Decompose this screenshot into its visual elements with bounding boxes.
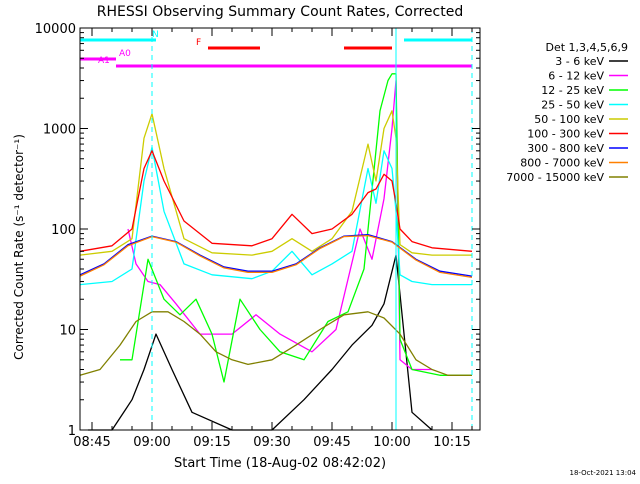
- series-line-5: [79, 110, 472, 256]
- series-line-9: [79, 311, 472, 376]
- x-tick-label: 09:15: [193, 435, 230, 450]
- y-tick-label: 1: [68, 424, 76, 439]
- series-line-4: [79, 146, 472, 286]
- flag-label-a0: A0: [119, 49, 131, 59]
- y-tick-label: 10000: [35, 22, 76, 37]
- legend-label-2: 6 - 12 keV: [548, 70, 604, 83]
- x-tick-label: 08:45: [73, 435, 110, 450]
- legend-label-4: 25 - 50 keV: [541, 99, 604, 112]
- legend-label-8: 800 - 7000 keV: [520, 157, 604, 170]
- legend-title: Det 1,3,4,5,6,9: [545, 41, 628, 54]
- legend-label-6: 100 - 300 keV: [527, 128, 604, 141]
- axes-layer: 1 10 100 1000 10000 08:45 09:00 09:15 09:30 09:45…: [35, 22, 481, 450]
- legend-label-7: 300 - 800 keV: [527, 142, 604, 155]
- series-line-8: [79, 234, 473, 279]
- flag-layer: N A0 A1 F: [80, 30, 472, 68]
- flag-label-n: N: [152, 30, 159, 40]
- y-tick-label: 10: [59, 324, 76, 339]
- x-tick-label: 09:45: [313, 435, 350, 450]
- series-line-6: [79, 150, 473, 252]
- y-tick-label: 100: [51, 223, 76, 238]
- x-tick-label: 09:30: [253, 435, 290, 450]
- y-tick-label: 1000: [43, 123, 76, 138]
- x-tick-label: 10:00: [373, 435, 410, 450]
- flag-label-f: F: [196, 38, 201, 48]
- footer-timestamp: 18-Oct-2021 13:04: [570, 469, 637, 477]
- legend-label-5: 50 - 100 keV: [534, 113, 604, 126]
- series-layer: [79, 73, 473, 431]
- y-axis-label: Corrected Count Rate (s⁻¹ detector⁻¹): [12, 134, 26, 360]
- x-tick-label: 10:15: [433, 435, 470, 450]
- x-axis-label: Start Time (18-Aug-02 08:42:02): [174, 456, 386, 471]
- legend-label-9: 7000 - 15000 keV: [506, 171, 604, 184]
- legend-label-1: 3 - 6 keV: [555, 55, 604, 68]
- flag-label-a1: A1: [98, 56, 110, 66]
- chart-title: RHESSI Observing Summary Count Rates, Co…: [97, 4, 463, 20]
- x-tick-label: 09:00: [133, 435, 170, 450]
- legend-label-3: 12 - 25 keV: [541, 84, 604, 97]
